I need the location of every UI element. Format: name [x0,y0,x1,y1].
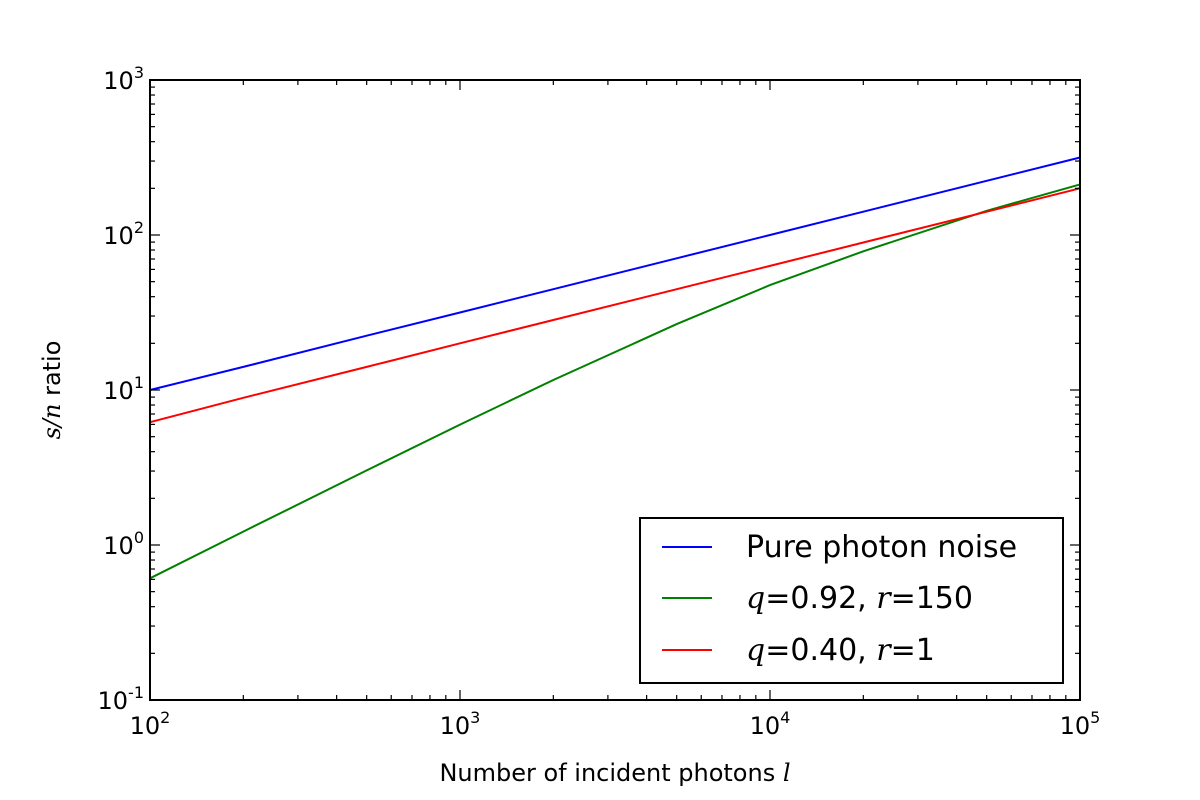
ticks-layer [149,79,1081,701]
x-tick-label: 105 [1060,708,1101,740]
y-axis-label-variable: s/n [38,404,66,440]
y-tick-label: 100 [103,528,144,560]
x-tick-label: 102 [130,708,171,740]
x-axis-label-text: Number of incident photons [439,759,775,787]
legend: Pure photon noise q=0.92, r=150 q=0.40, r=… [639,517,1064,684]
y-tick-label: 10-1 [98,683,145,715]
legend-label-3: q=0.40, r=1 [746,633,935,668]
y-axis-label: s/n ratio [38,341,66,440]
y-tick-label: 102 [103,218,144,250]
x-tick-label: 103 [440,708,481,740]
series-line-2 [149,183,1081,580]
series-line-3 [149,187,1081,424]
x-axis-label-variable: l [783,759,791,787]
series-line-1 [149,156,1081,391]
tick-labels-layer: 102 103 104 105 10-1 100 101 102 103 [98,63,1101,740]
legend-label-1: Pure photon noise [746,530,1017,565]
y-tick-label: 101 [103,373,144,405]
y-tick-label: 103 [103,63,144,95]
legend-label-2: q=0.92, r=150 [746,581,973,616]
series-layer [149,156,1081,580]
x-axis-label: Number of incident photons l [439,759,790,787]
y-axis-label-text: ratio [38,341,66,396]
legend-box [639,517,1064,684]
x-tick-label: 104 [750,708,791,740]
